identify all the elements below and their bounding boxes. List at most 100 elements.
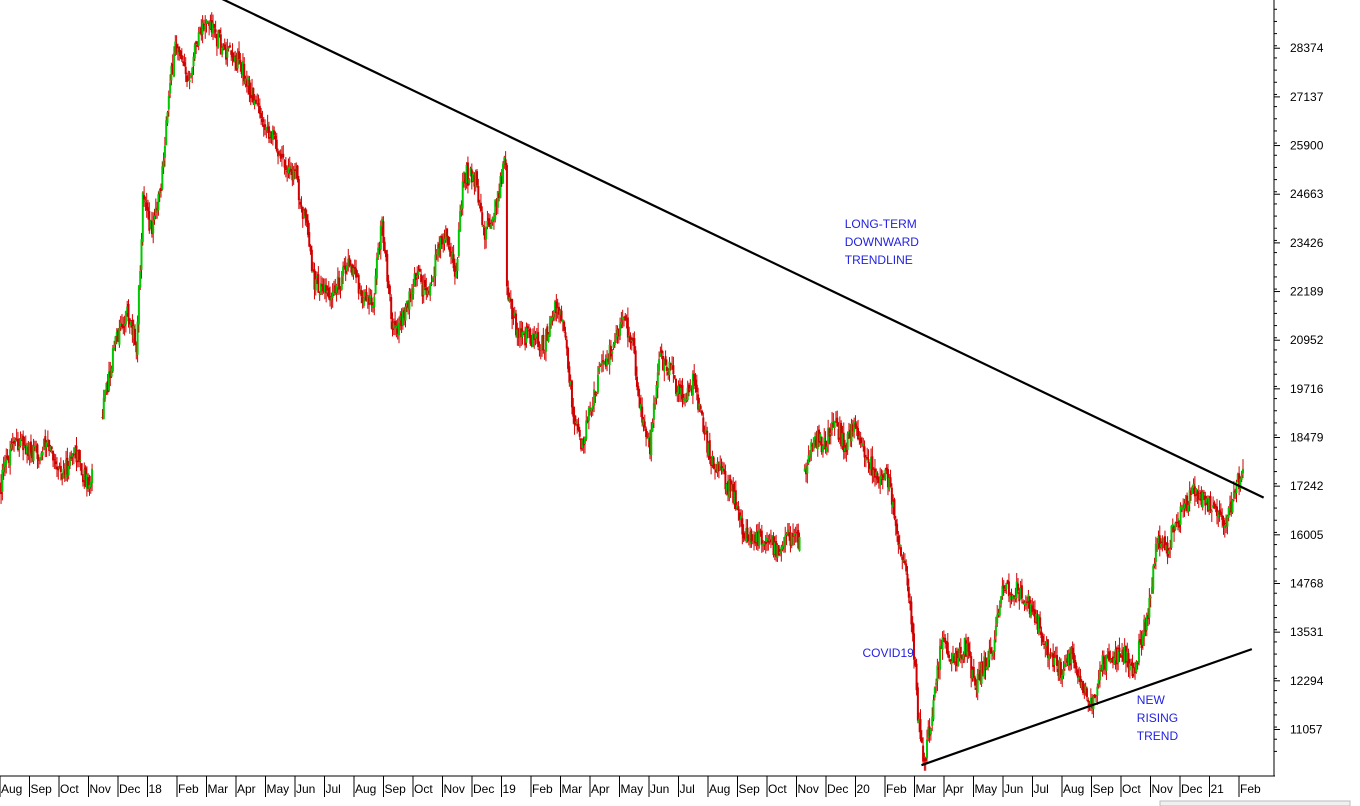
candle-body [932,699,935,720]
candle-body [1123,645,1126,664]
candle-body [1035,614,1038,622]
candle-body [810,442,813,454]
candle-body [793,533,796,536]
candle-body [1139,638,1142,643]
candle-body [498,193,501,199]
candle-body [42,438,45,450]
new-rising-trend-label: NEW [1137,693,1166,707]
candle-body [336,276,339,288]
candle-body [590,407,593,412]
candle-body [464,173,467,184]
candle-body [209,21,212,29]
x-tick-label: Dec [119,782,140,796]
candle-body [329,296,332,301]
candle-body [775,540,778,557]
candle-body [915,663,918,691]
candle-body [26,444,29,454]
candle-body [269,132,272,137]
candle-body [1230,501,1233,513]
candle-body [860,443,863,445]
candle-body [535,334,538,337]
candle-body [866,457,869,459]
candle-body [447,236,450,245]
candle-body [22,435,25,451]
candle-body [630,339,633,342]
candle-body [1130,664,1133,666]
candle-body [586,420,589,422]
candle-body [357,274,360,294]
x-tick-label: Feb [178,782,199,796]
candle-body [244,78,247,85]
candle-body [823,437,826,448]
candle-body [708,440,711,460]
candle-body [1045,641,1048,647]
candle-body [1200,491,1203,505]
candle-body [1039,617,1042,629]
candle-body [1101,655,1104,671]
candle-body [448,246,451,252]
candle-body [362,297,365,306]
candle-body [897,536,900,546]
candle-body [280,156,283,158]
scrollbar-track[interactable] [1159,800,1351,806]
candle-body [65,459,68,477]
candle-body [1204,495,1207,506]
candle-body [680,387,683,395]
candle-body [500,176,503,184]
candle-body [442,242,445,244]
candle-body [338,277,341,290]
candle-body [1095,695,1098,697]
x-tick-label: Dec [1181,782,1202,796]
candle-body [1160,543,1163,547]
candle-body [1115,647,1118,665]
candle-body [988,648,991,660]
candle-body [148,210,151,231]
candle-body [1232,491,1235,498]
candle-body [573,414,576,425]
candle-body [1017,583,1020,591]
candle-body [963,638,966,655]
candle-body [729,479,732,492]
candle-body [957,658,960,667]
candle-body [13,440,16,444]
candle-body [1053,657,1056,666]
candle-body [251,87,254,96]
candle-body [772,536,775,555]
candle-body [305,214,308,223]
candle-body [370,297,373,306]
candle-body [937,667,940,670]
candle-body [940,647,943,649]
candle-body [717,464,720,471]
x-tick-label: Sep [1093,782,1115,796]
candle-body [953,656,956,663]
candle-body [593,389,596,406]
candle-body [847,431,850,433]
candle-body [1096,686,1099,696]
candle-body [807,455,810,464]
candle-body [1030,603,1033,617]
candle-body [154,207,157,213]
candle-body [1213,502,1216,509]
candle-body [288,165,291,170]
candle-body [66,457,69,475]
candle-body [158,190,161,194]
candle-body [742,532,745,539]
candle-body [664,356,667,365]
candle-body [1183,503,1186,509]
candle-body [543,351,546,353]
candle-body [997,612,1000,616]
candle-body [626,317,629,338]
candle-body [837,428,840,440]
candle-body [1161,541,1164,544]
candle-body [836,417,839,427]
x-tick-label: Dec [827,782,848,796]
candle-body [37,457,40,461]
candle-body [1071,647,1074,654]
candle-body [922,745,925,762]
candle-body [373,296,376,308]
candle-body [118,327,121,345]
candle-body [600,361,603,364]
candle-body [632,337,635,341]
candle-body [1019,588,1022,600]
candle-body [678,384,681,394]
